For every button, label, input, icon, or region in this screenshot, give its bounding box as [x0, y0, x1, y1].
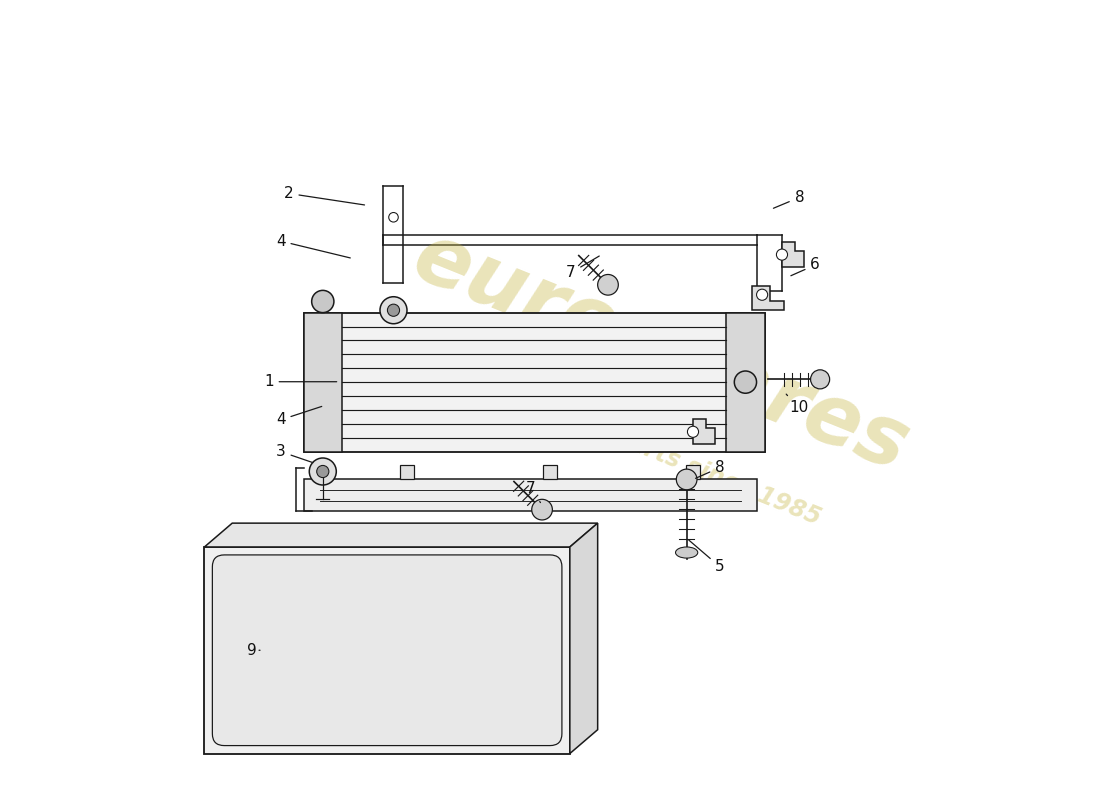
Circle shape [676, 469, 697, 490]
Polygon shape [693, 419, 715, 445]
Text: 8: 8 [773, 190, 804, 208]
Bar [400, 465, 415, 479]
Text: 9: 9 [246, 642, 260, 658]
Circle shape [757, 289, 768, 300]
Circle shape [531, 499, 552, 520]
Text: a passion for parts since 1985: a passion for parts since 1985 [442, 357, 825, 530]
Text: 4: 4 [276, 406, 321, 427]
Text: 7: 7 [565, 256, 600, 280]
Polygon shape [570, 523, 597, 754]
Text: 8: 8 [695, 460, 725, 478]
Circle shape [387, 304, 399, 316]
Text: 3: 3 [276, 444, 314, 462]
Circle shape [597, 274, 618, 295]
Text: 6: 6 [791, 258, 821, 276]
Circle shape [309, 458, 337, 485]
Circle shape [311, 290, 334, 313]
Text: eurospares: eurospares [402, 216, 921, 489]
Text: 5: 5 [689, 540, 725, 574]
Text: 2: 2 [284, 186, 364, 205]
Text: 7: 7 [526, 482, 540, 502]
Bar [726, 313, 764, 452]
Polygon shape [752, 286, 784, 310]
Circle shape [777, 249, 788, 260]
Bar [205, 547, 570, 754]
Text: 4: 4 [276, 234, 350, 258]
Circle shape [688, 426, 698, 438]
FancyBboxPatch shape [212, 555, 562, 746]
Ellipse shape [675, 547, 697, 558]
Circle shape [317, 466, 329, 478]
Circle shape [379, 297, 407, 324]
Bar [686, 465, 701, 479]
Circle shape [388, 213, 398, 222]
Bar [304, 313, 342, 452]
Bar [304, 479, 757, 511]
Polygon shape [782, 242, 804, 267]
Polygon shape [205, 523, 597, 547]
Circle shape [735, 371, 757, 394]
Text: 1: 1 [264, 374, 337, 390]
Bar [304, 313, 764, 452]
Text: 10: 10 [786, 394, 808, 415]
Circle shape [811, 370, 829, 389]
Bar [543, 465, 558, 479]
